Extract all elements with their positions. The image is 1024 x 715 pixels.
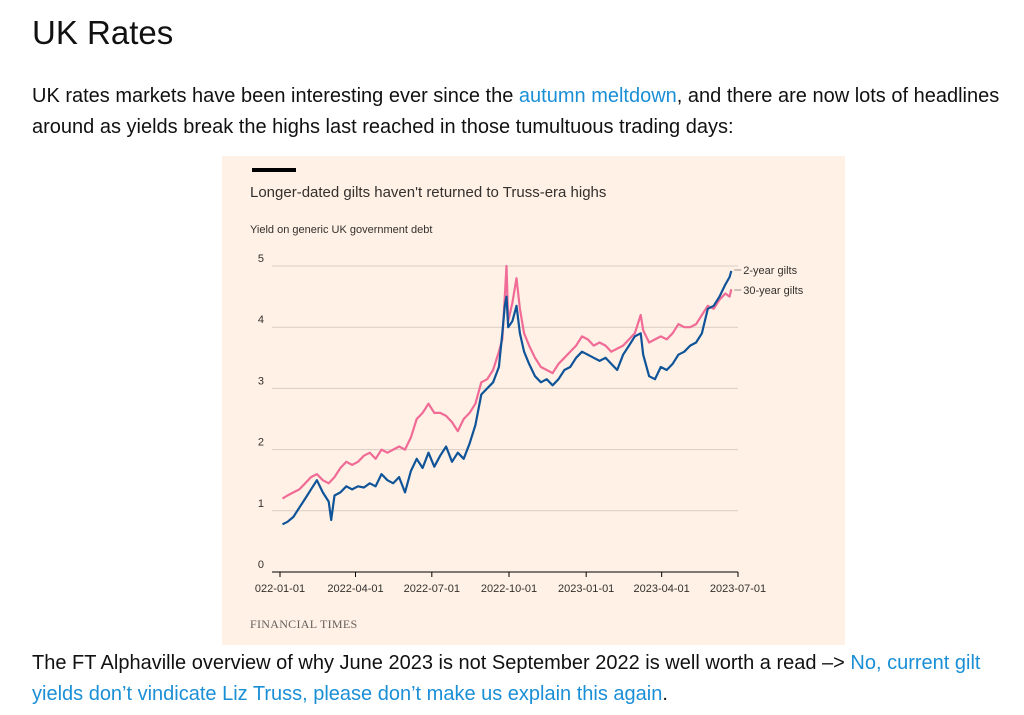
outro-text-after: .	[662, 683, 668, 705]
chart-figure: Longer-dated gilts haven't returned to T…	[222, 156, 845, 645]
x-tick-label: 2023-01-01	[558, 583, 614, 595]
autumn-meltdown-link[interactable]: autumn meltdown	[518, 85, 677, 107]
source-label: FINANCIAL TIMES	[250, 617, 358, 631]
gilt-yield-chart: Longer-dated gilts haven't returned to T…	[250, 168, 804, 631]
intro-paragraph: UK rates markets have been interesting e…	[32, 81, 1007, 143]
y-tick-label: 5	[258, 253, 264, 265]
outro-text-before: The FT Alphaville overview of why June 2…	[32, 652, 851, 674]
series-layer	[281, 264, 733, 526]
legend-layer: 2-year gilts 30-year gilts	[734, 265, 804, 297]
article-link[interactable]: No, current gilt yields don’t vindicate …	[32, 652, 981, 705]
outro-paragraph: The FT Alphaville overview of why June 2…	[32, 648, 1007, 710]
y-tick-label: 1	[258, 498, 264, 510]
chart-subtitle: Yield on generic UK government debt	[250, 224, 432, 236]
intro-text-after: , and there are now lots of headlines ar…	[32, 85, 1000, 138]
page-title: UK Rates	[32, 14, 174, 51]
title-accent-bar	[252, 168, 296, 172]
y-tick-label: 2	[258, 437, 264, 449]
y-tick-label: 4	[258, 314, 264, 326]
legend-label-2-year-gilts: 2-year gilts	[743, 265, 797, 277]
legend-label-30-year-gilts: 30-year gilts	[743, 285, 803, 297]
y-tick-label: 3	[258, 375, 264, 387]
x-tick-label: 2022-07-01	[404, 583, 460, 595]
series-line-2-year-gilts	[282, 270, 733, 526]
x-tick-label: 2022-04-01	[327, 583, 383, 595]
x-tick-label: 2022-10-01	[481, 583, 537, 595]
x-tick-label: 2023-07-01	[710, 583, 766, 595]
x-tick-label: 2023-04-01	[634, 583, 690, 595]
intro-text-before: UK rates markets have been interesting e…	[32, 85, 519, 107]
x-tick-label: 022-01-01	[255, 583, 305, 595]
grid-layer	[272, 265, 738, 573]
axis-layer: 0 1 2 3 4 5 022-01-01 2022-04-01 2022-07-01 2022-…	[255, 253, 766, 595]
y-tick-label: 0	[258, 559, 264, 571]
chart-title: Longer-dated gilts haven't returned to T…	[250, 184, 606, 201]
